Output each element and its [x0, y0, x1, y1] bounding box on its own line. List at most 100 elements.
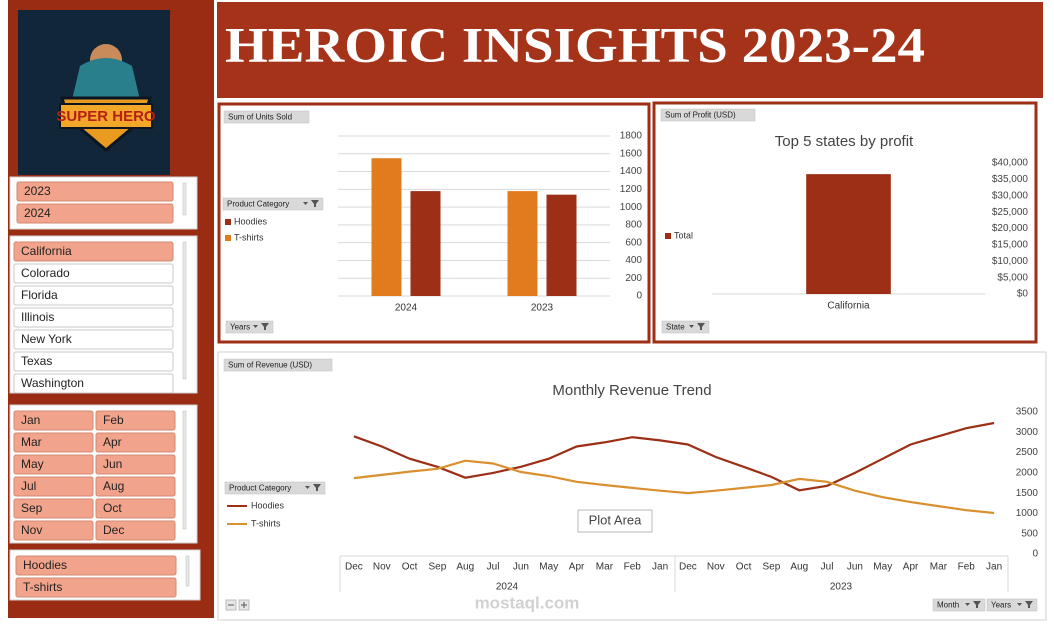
slicer-item-label[interactable]: 2023: [24, 184, 51, 198]
slicer-item[interactable]: [95, 410, 176, 431]
x-tick-label: Oct: [402, 562, 418, 573]
legend-label: Total: [674, 230, 693, 240]
slicer-item[interactable]: [16, 181, 174, 202]
slicer-item-label[interactable]: Illinois: [21, 310, 54, 324]
slicer-item[interactable]: [95, 476, 176, 497]
dropdown-icon[interactable]: [689, 325, 694, 328]
slicer-item-label[interactable]: Hoodies: [23, 558, 67, 572]
slicer-item[interactable]: [13, 373, 174, 394]
slicer-item[interactable]: [95, 432, 176, 453]
filter-icon[interactable]: [313, 484, 321, 491]
dropdown-icon[interactable]: [1017, 603, 1022, 606]
slicer-item-label[interactable]: Jun: [103, 457, 122, 471]
y-tick-label: $30,000: [992, 190, 1029, 201]
field-button-label[interactable]: Month: [937, 601, 959, 610]
slicer-item[interactable]: [13, 498, 94, 519]
field-button-label[interactable]: Product Category: [229, 484, 291, 493]
slicer-item[interactable]: [15, 577, 177, 598]
field-button[interactable]: [223, 358, 333, 372]
field-button-label[interactable]: Sum of Profit (USD): [665, 111, 736, 120]
x-tick-label: May: [539, 562, 558, 573]
x-tick-label: Nov: [373, 562, 391, 573]
slicer-item-label[interactable]: Oct: [103, 501, 122, 515]
slicer-item[interactable]: [13, 307, 174, 328]
field-button-label[interactable]: State: [666, 323, 685, 332]
slicer-item-label[interactable]: Sep: [21, 501, 43, 515]
x-tick-label: Jul: [821, 562, 834, 573]
field-button[interactable]: [224, 481, 326, 495]
slicer-item-label[interactable]: California: [21, 244, 72, 258]
x-tick-label: Mar: [596, 562, 614, 573]
slicer-item-label[interactable]: Nov: [21, 523, 42, 537]
field-button-label[interactable]: Sum of Revenue (USD): [228, 361, 312, 370]
slicer-item[interactable]: [15, 555, 177, 576]
field-button[interactable]: [660, 108, 756, 122]
slicer-item-label[interactable]: Mar: [21, 435, 42, 449]
filter-icon[interactable]: [261, 323, 269, 330]
y-tick-label: $20,000: [992, 223, 1029, 234]
slicer-item[interactable]: [95, 520, 176, 541]
y-tick-label: 0: [1032, 549, 1038, 560]
dropdown-icon[interactable]: [303, 202, 308, 205]
slicer-item[interactable]: [13, 241, 174, 262]
x-tick-label: Jan: [652, 562, 668, 573]
slicer-item-label[interactable]: Florida: [21, 288, 58, 302]
slicer-item-label[interactable]: Jul: [21, 479, 36, 493]
y-tick-label: $5,000: [997, 272, 1028, 283]
slicer-item[interactable]: [13, 432, 94, 453]
slicer-item-label[interactable]: T-shirts: [23, 580, 62, 594]
field-button-label[interactable]: Sum of Units Sold: [228, 113, 292, 122]
slicer-item-label[interactable]: Washington: [21, 376, 84, 390]
slicer-item-label[interactable]: May: [21, 457, 44, 471]
dropdown-icon[interactable]: [965, 603, 970, 606]
slicer-item-label[interactable]: Dec: [103, 523, 124, 537]
field-button[interactable]: [222, 197, 324, 211]
y-tick-label: 600: [625, 237, 642, 248]
field-button-label[interactable]: Years: [991, 601, 1011, 610]
field-button[interactable]: [223, 110, 310, 124]
slicer-item[interactable]: [13, 351, 174, 372]
filter-icon[interactable]: [1025, 601, 1033, 608]
slicer-item[interactable]: [16, 203, 174, 224]
dropdown-icon[interactable]: [253, 325, 258, 328]
x-tick-label: Jun: [513, 562, 529, 573]
field-button-label[interactable]: Years: [230, 323, 250, 332]
bar: [410, 191, 441, 296]
y-tick-label: $25,000: [992, 207, 1029, 218]
filter-icon[interactable]: [311, 200, 319, 207]
field-button[interactable]: [225, 320, 274, 334]
y-tick-label: 200: [625, 273, 642, 284]
x-tick-label: Mar: [930, 562, 948, 573]
y-tick-label: $0: [1017, 289, 1029, 300]
field-button-label[interactable]: Product Category: [227, 200, 289, 209]
slicer-item-label[interactable]: Jan: [21, 413, 40, 427]
slicer-item-label[interactable]: 2024: [24, 206, 51, 220]
slicer-item-label[interactable]: Feb: [103, 413, 124, 427]
line-series: [353, 421, 995, 492]
expand-buttons[interactable]: [225, 599, 250, 611]
dropdown-icon[interactable]: [305, 486, 310, 489]
filter-icon[interactable]: [697, 323, 705, 330]
field-button[interactable]: [661, 320, 710, 334]
slicer-item-label[interactable]: Colorado: [21, 266, 70, 280]
slicer-item[interactable]: [13, 476, 94, 497]
slicer-item[interactable]: [13, 285, 174, 306]
slicer-item[interactable]: [13, 263, 174, 284]
filter-icon[interactable]: [973, 601, 981, 608]
legend-swatch: [665, 233, 671, 239]
x-tick-label: California: [827, 301, 870, 312]
field-button[interactable]: [932, 598, 986, 612]
slicer-item[interactable]: [95, 498, 176, 519]
slicer-item[interactable]: [13, 410, 94, 431]
slicer-item[interactable]: [13, 454, 94, 475]
slicer-item-label[interactable]: Aug: [103, 479, 124, 493]
slicer-item-label[interactable]: New York: [21, 332, 73, 346]
field-button[interactable]: [986, 598, 1038, 612]
slicer-item-label[interactable]: Apr: [103, 435, 122, 449]
x-tick-label: Apr: [903, 562, 919, 573]
slicer-item[interactable]: [95, 454, 176, 475]
title-banner: [217, 2, 1043, 98]
slicer-item-label[interactable]: Texas: [21, 354, 52, 368]
slicer-item[interactable]: [13, 329, 174, 350]
slicer-item[interactable]: [13, 520, 94, 541]
